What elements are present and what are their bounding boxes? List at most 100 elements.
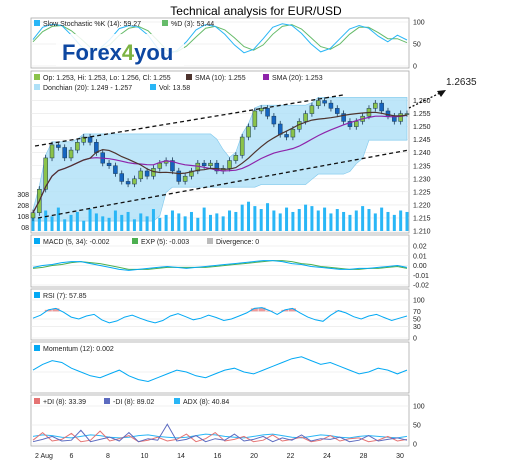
target-annotation: 1.2635 (446, 77, 477, 88)
x-tick-label: 8 (106, 453, 110, 460)
svg-text:Forex4you: Forex4you (62, 40, 173, 65)
volume-bar (31, 213, 35, 231)
volume-bar (354, 210, 358, 231)
volume-bar (75, 211, 79, 231)
candle-body (214, 162, 220, 172)
legend-swatch-ohlc (34, 74, 40, 80)
legend-rsi: RSI (7): 57.85 (43, 293, 87, 300)
candle-body (303, 113, 308, 122)
rsi-tick-label: 0 (413, 336, 417, 343)
volume-bar (196, 217, 200, 231)
price-tick-label: 1.250 (413, 124, 431, 131)
legend-swatch-sma10 (186, 74, 192, 80)
legend-swatch-stoch-k (34, 20, 40, 26)
x-tick-label: 2 Aug (35, 453, 53, 460)
price-tick-label: 1.215 (413, 215, 431, 222)
legend-donchian: Donchian (20): 1.249 - 1.257 (43, 85, 132, 92)
sma10-line (32, 111, 408, 213)
legend-stoch-d: %D (3): 53.44 (171, 21, 214, 28)
stochastic-legend: Slow Stochastic %K (14): 59.27 %D (3): 5… (34, 20, 214, 28)
candle-body (271, 115, 277, 125)
volume-bar (259, 209, 263, 231)
legend-swatch-pdi (34, 398, 40, 404)
candle-body (265, 108, 270, 117)
volume-bar (101, 216, 105, 231)
candle-body (201, 162, 207, 167)
volume-bar (392, 214, 396, 231)
price-tick-label: 1.240 (413, 150, 431, 157)
price-tick-label: 1.225 (413, 189, 431, 196)
stoch-tick-label: 100 (413, 20, 425, 27)
volume-bar (335, 209, 339, 231)
candle-body (56, 144, 61, 148)
rsi-tick-label: 30 (413, 324, 421, 331)
volume-bar (151, 209, 155, 231)
candle-body (113, 165, 118, 174)
logo-4: 4 (122, 40, 135, 65)
price-tick-label: 1.255 (413, 111, 431, 118)
candle-body (43, 157, 48, 190)
volume-bar (37, 217, 41, 231)
candle-body (81, 136, 86, 143)
volume-bar (82, 220, 86, 231)
volume-bar (405, 211, 409, 231)
stoch-tick-label: 0 (413, 64, 417, 71)
macd-legend: MACD (5, 34): -0.002 EXP (5): -0.003 Div… (34, 238, 259, 246)
volume-tick-label: 108 (17, 214, 29, 221)
legend-swatch-mdi (104, 398, 110, 404)
momentum-line (32, 356, 408, 383)
logo-you: you (134, 40, 173, 65)
rsi-overbought-area (258, 307, 266, 312)
volume-bar (228, 210, 232, 231)
legend-mdi: -DI (8): 89.02 (113, 399, 154, 406)
volume-bar (158, 217, 162, 231)
legend-momentum: Momentum (12): 0.002 (43, 346, 114, 353)
rsi-line (32, 307, 408, 324)
candle-body (239, 136, 245, 156)
volume-bar (380, 207, 384, 231)
candle-body (170, 160, 175, 172)
legend-sma10: SMA (10): 1.255 (195, 75, 246, 82)
x-tick-label: 20 (250, 453, 258, 460)
dmi-tick-label: 0 (413, 442, 417, 449)
volume-bar (278, 213, 282, 231)
volume-bar (202, 207, 206, 231)
volume-bar (348, 214, 352, 231)
candle-body (68, 149, 74, 159)
volume-bar (297, 209, 301, 231)
momentum-legend: Momentum (12): 0.002 (34, 345, 114, 353)
candle-body (144, 170, 150, 177)
volume-bar (126, 211, 130, 231)
candle-body (373, 102, 378, 109)
candle-body (328, 102, 334, 109)
volume-bar (170, 210, 174, 231)
x-tick-label: 10 (141, 453, 149, 460)
candle-body (132, 178, 137, 185)
candle-body (347, 121, 353, 127)
price-legend: Op: 1.253, Hi: 1.253, Lo: 1.256, Cl: 1.2… (34, 74, 323, 92)
volume-bar (113, 210, 117, 231)
candle-body (252, 110, 258, 127)
candle-body (125, 181, 131, 185)
candle-body (138, 170, 144, 180)
x-tick-label: 14 (177, 453, 185, 460)
volume-bar (329, 213, 333, 231)
volume-bar (247, 201, 251, 231)
volume-bar (139, 213, 143, 231)
candle-body (227, 160, 232, 169)
volume-bar (189, 211, 193, 231)
price-tick-label: 1.245 (413, 137, 431, 144)
legend-sma20: SMA (20): 1.253 (272, 75, 323, 82)
volume-bar (120, 214, 124, 231)
volume-bar (234, 211, 238, 231)
legend-swatch-momentum (34, 345, 40, 351)
forex4you-logo: Forex4you (56, 34, 184, 66)
volume-bar (285, 207, 289, 231)
volume-bar (56, 207, 60, 231)
candle-body (182, 175, 188, 182)
candle-body (75, 142, 80, 151)
candle-body (49, 144, 55, 159)
volume-bar (399, 210, 403, 231)
logo-forex: Forex (62, 40, 123, 65)
volume-bar (316, 210, 320, 231)
